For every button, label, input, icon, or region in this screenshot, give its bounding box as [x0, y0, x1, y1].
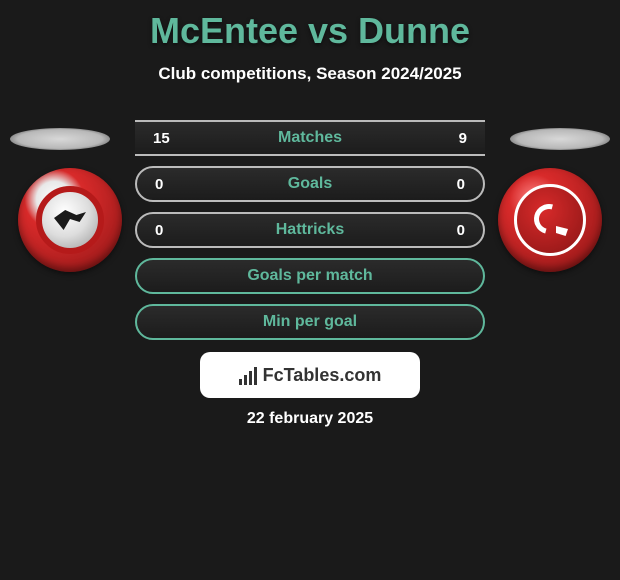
subtitle: Club competitions, Season 2024/2025 — [0, 64, 620, 84]
stat-label: Hattricks — [197, 221, 423, 239]
bar-1 — [239, 379, 242, 385]
branding-text: FcTables.com — [263, 365, 382, 386]
stat-label: Min per goal — [197, 313, 423, 331]
stats-table: 15 Matches 9 0 Goals 0 0 Hattricks 0 Goa… — [135, 120, 485, 350]
stat-left-value: 0 — [137, 222, 197, 239]
branding-box[interactable]: FcTables.com — [200, 352, 420, 398]
stat-row-hattricks: 0 Hattricks 0 — [135, 212, 485, 248]
team-badge-right[interactable] — [498, 168, 602, 272]
team-badge-right-inner — [514, 184, 586, 256]
stat-row-goals: 0 Goals 0 — [135, 166, 485, 202]
bar-4 — [254, 367, 257, 385]
team-badge-left[interactable] — [18, 168, 122, 272]
stat-row-matches: 15 Matches 9 — [135, 120, 485, 156]
stat-row-min-per-goal: Min per goal — [135, 304, 485, 340]
walsall-bird-icon — [54, 210, 86, 230]
bar-2 — [244, 375, 247, 385]
stat-right-value: 9 — [425, 130, 485, 147]
stat-left-value: 0 — [137, 176, 197, 193]
stat-label: Goals per match — [197, 267, 423, 285]
team-badge-left-inner — [36, 186, 104, 254]
bar-chart-icon — [239, 365, 257, 385]
stat-row-goals-per-match: Goals per match — [135, 258, 485, 294]
stat-label: Goals — [197, 175, 423, 193]
stat-right-value: 0 — [423, 222, 483, 239]
bar-3 — [249, 371, 252, 385]
page-title: McEntee vs Dunne — [0, 0, 620, 52]
date-label: 22 february 2025 — [0, 410, 620, 428]
player-shadow-left — [10, 128, 110, 150]
stat-right-value: 0 — [423, 176, 483, 193]
stat-label: Matches — [195, 129, 425, 147]
morecambe-shrimp-icon — [530, 202, 570, 238]
player-shadow-right — [510, 128, 610, 150]
stat-left-value: 15 — [135, 130, 195, 147]
